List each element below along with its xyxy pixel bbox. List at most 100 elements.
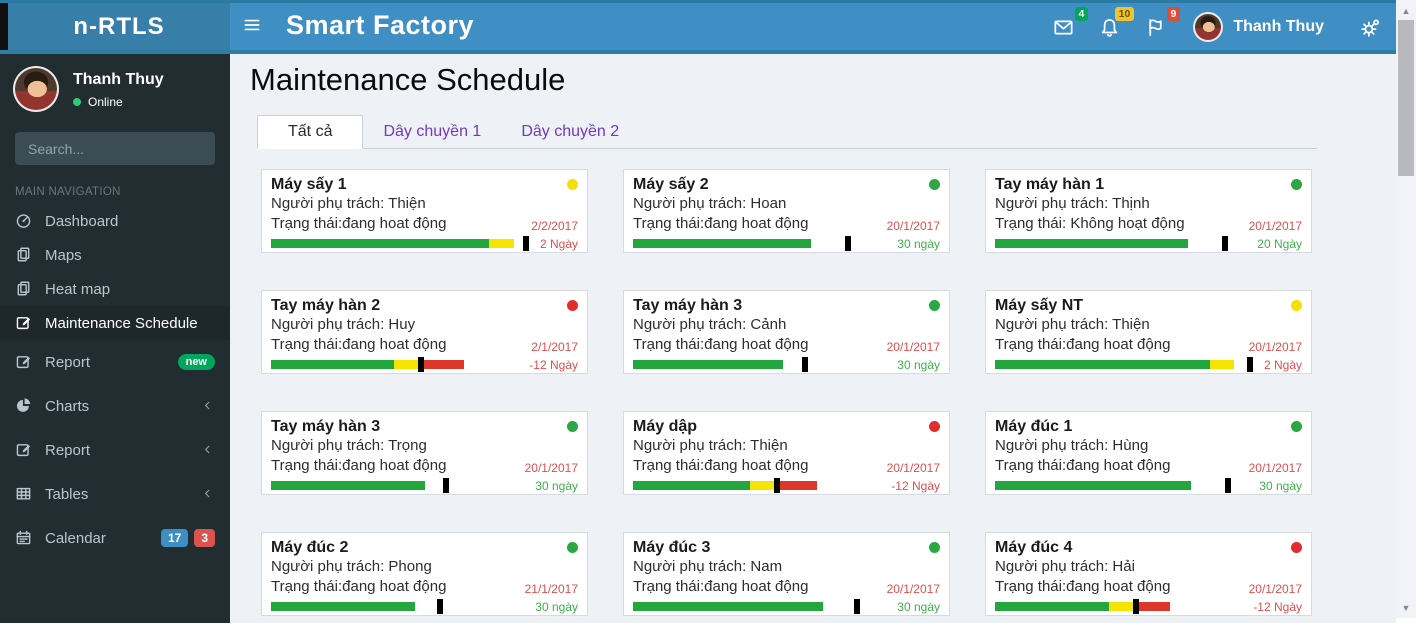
due-date: 20/1/2017: [886, 461, 940, 475]
sidebar-item-report[interactable]: Report new: [0, 340, 230, 384]
due-date: 20/1/2017: [886, 340, 940, 354]
sidebar-toggle-button[interactable]: [242, 15, 268, 39]
hamburger-icon: [242, 15, 268, 35]
notification-badge: 10: [1114, 6, 1135, 21]
sidebar-item-dashboard[interactable]: Dashboard: [0, 204, 230, 238]
machine-status: Trạng thái:đang hoat động: [271, 215, 447, 232]
window-left-edge: [0, 3, 8, 50]
machine-name: Máy đúc 3: [633, 539, 711, 556]
pie-icon: [15, 397, 33, 415]
chevron-left-icon: [201, 487, 215, 501]
sidebar-item-calendar[interactable]: Calendar 17 3: [0, 516, 230, 560]
gears-icon: [1360, 17, 1386, 38]
sidebar-menu: Dashboard Maps Heat map Maintenance Schedul…: [0, 204, 230, 560]
page-title: Maintenance Schedule: [250, 62, 566, 97]
online-status-icon: [73, 98, 81, 106]
machine-card[interactable]: Máy đúc 4 Người phụ trách: Hải Trạng thái:…: [985, 532, 1312, 616]
online-label: Online: [88, 95, 123, 109]
machine-card[interactable]: Tay máy hàn 3 Người phụ trách: Trọng Trạng…: [261, 411, 588, 495]
status-dot: [567, 542, 578, 553]
status-dot: [929, 421, 940, 432]
sidebar-item-label: Calendar: [45, 529, 106, 547]
machine-card[interactable]: Máy đúc 3 Người phụ trách: Nam Trạng thái:…: [623, 532, 950, 616]
sidebar-item-maps[interactable]: Maps: [0, 238, 230, 272]
machine-owner: Người phụ trách: Hoan: [633, 195, 787, 212]
messages-button[interactable]: 4: [1053, 6, 1089, 40]
window-bottom-edge: [0, 623, 1416, 632]
days-remaining: -12 Ngày: [1253, 600, 1302, 614]
sidebar-item-maintenance-schedule[interactable]: Maintenance Schedule: [0, 306, 230, 340]
deadline-marker: [442, 478, 449, 493]
header-divider: [0, 50, 1396, 54]
sidebar-item-label: Report: [45, 441, 91, 459]
search-input[interactable]: [15, 132, 215, 165]
files-icon: [15, 280, 33, 298]
machine-name: Máy đúc 2: [271, 539, 349, 556]
sidebar-item-label: Heat map: [45, 280, 111, 298]
vertical-scrollbar[interactable]: ▲ ▼: [1396, 0, 1416, 632]
days-remaining: 30 ngày: [897, 358, 940, 372]
scrollbar-thumb[interactable]: [1398, 20, 1414, 176]
status-dot: [567, 421, 578, 432]
scroll-down-button[interactable]: ▼: [1396, 600, 1416, 616]
user-menu[interactable]: Thanh Thuy: [1193, 11, 1324, 42]
tab-dây-chuyền-2[interactable]: Dây chuyền 2: [521, 123, 620, 140]
top-navbar: Smart Factory 4 10 9 Thanh Thuy: [230, 3, 1396, 50]
sidebar-badge: 3: [194, 529, 215, 547]
sidebar-user-status: Online: [73, 95, 164, 109]
machine-name: Tay máy hàn 3: [271, 418, 381, 435]
sidebar-item-charts[interactable]: Charts: [0, 384, 230, 428]
sidebar-user-panel: Thanh Thuy Online: [0, 54, 230, 124]
main-content: Maintenance Schedule Tất cả Dây chuyền 1 D…: [230, 54, 1396, 623]
navbar-actions: 4 10 9 Thanh Thuy: [1033, 3, 1386, 50]
bell-icon: [1099, 17, 1125, 38]
scroll-up-button[interactable]: ▲: [1396, 3, 1416, 19]
notifications-button[interactable]: 10: [1099, 6, 1135, 40]
app-logo[interactable]: n-RTLS: [8, 3, 230, 50]
machine-card[interactable]: Máy sấy 1 Người phụ trách: Thiện Trạng thá…: [261, 169, 588, 253]
tab-dây-chuyền-1[interactable]: Dây chuyền 1: [383, 123, 482, 140]
days-remaining: 30 ngày: [1259, 479, 1302, 493]
tasks-button[interactable]: 9: [1145, 6, 1181, 40]
sidebar-item-tables[interactable]: Tables: [0, 472, 230, 516]
machine-card[interactable]: Máy sấy 2 Người phụ trách: Hoan Trạng thái…: [623, 169, 950, 253]
machine-card[interactable]: Máy dập Người phụ trách: Thiện Trạng thái:…: [623, 411, 950, 495]
status-dot: [929, 300, 940, 311]
days-remaining: 2 Ngày: [1263, 358, 1302, 372]
deadline-marker: [1222, 236, 1229, 251]
status-dot: [1291, 300, 1302, 311]
sidebar-item-report[interactable]: Report: [0, 428, 230, 472]
envelope-icon: [1053, 17, 1079, 38]
days-remaining: 30 ngày: [535, 479, 578, 493]
sidebar-item-label: Dashboard: [45, 212, 119, 230]
sidebar-item-label: Tables: [45, 485, 89, 503]
avatar: [13, 66, 59, 112]
days-remaining: 30 ngày: [897, 600, 940, 614]
machine-status: Trạng thái:đang hoat động: [633, 215, 809, 232]
machine-status: Trạng thái:đang hoat động: [633, 578, 809, 595]
machine-card[interactable]: Máy đúc 1 Người phụ trách: Hùng Trạng thái…: [985, 411, 1312, 495]
machine-card[interactable]: Máy đúc 2 Người phụ trách: Phong Trạng thá…: [261, 532, 588, 616]
sidebar-item-label: Charts: [45, 397, 90, 415]
tab-tất-cả[interactable]: Tất cả: [257, 115, 364, 149]
edit-icon: [15, 314, 33, 332]
settings-button[interactable]: [1360, 14, 1386, 40]
deadline-marker: [522, 236, 529, 251]
sidebar-item-heat-map[interactable]: Heat map: [0, 272, 230, 306]
days-remaining: 30 ngày: [897, 237, 940, 251]
machine-owner: Người phụ trách: Phong: [271, 558, 432, 575]
machine-card[interactable]: Tay máy hàn 3 Người phụ trách: Cảnh Trạng …: [623, 290, 950, 374]
days-remaining: 2 Ngày: [539, 237, 578, 251]
machine-name: Tay máy hàn 1: [995, 176, 1105, 193]
deadline-marker: [436, 599, 443, 614]
deadline-marker: [844, 236, 851, 251]
machine-owner: Người phụ trách: Thiện: [271, 195, 426, 212]
machine-card[interactable]: Máy sấy NT Người phụ trách: Thiện Trạng th…: [985, 290, 1312, 374]
days-remaining: -12 Ngày: [529, 358, 578, 372]
machine-card[interactable]: Tay máy hàn 1 Người phụ trách: Thịnh Trạng…: [985, 169, 1312, 253]
sidebar-item-label: Maintenance Schedule: [45, 314, 198, 332]
machine-name: Tay máy hàn 3: [633, 297, 743, 314]
files-icon: [15, 246, 33, 264]
machine-card[interactable]: Tay máy hàn 2 Người phụ trách: Huy Trạng t…: [261, 290, 588, 374]
